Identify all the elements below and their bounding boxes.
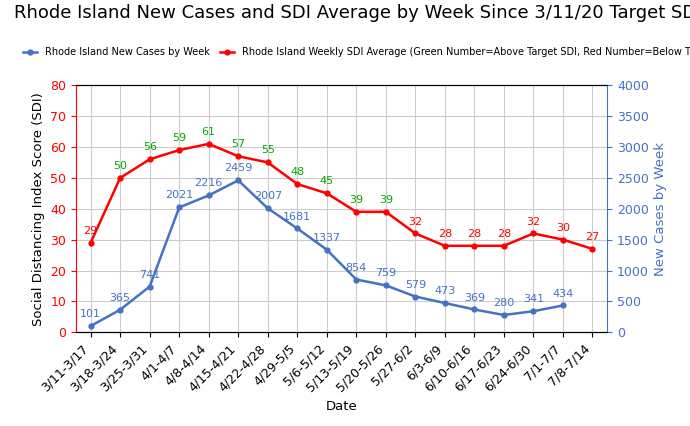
Text: 741: 741	[139, 270, 160, 279]
Text: 759: 759	[375, 268, 397, 279]
Text: 28: 28	[497, 229, 511, 239]
Text: 434: 434	[552, 288, 573, 299]
Rhode Island Weekly SDI Average (Green Number=Above Target SDI, Red Number=Below Target SDI)	[146, 157, 154, 162]
Text: 2021: 2021	[165, 190, 193, 201]
Text: 29: 29	[83, 226, 98, 236]
Rhode Island Weekly SDI Average (Green Number=Above Target SDI, Red Number=Below Target SDI)	[323, 191, 331, 196]
Rhode Island New Cases by Week	[116, 307, 124, 312]
Text: 48: 48	[290, 167, 304, 177]
Rhode Island New Cases by Week	[234, 178, 242, 183]
Rhode Island Weekly SDI Average (Green Number=Above Target SDI, Red Number=Below Target SDI)	[589, 246, 597, 251]
Text: 369: 369	[464, 293, 485, 302]
Rhode Island Weekly SDI Average (Green Number=Above Target SDI, Red Number=Below Target SDI)	[559, 237, 567, 242]
Rhode Island New Cases by Week	[411, 294, 420, 299]
Rhode Island Weekly SDI Average (Green Number=Above Target SDI, Red Number=Below Target SDI)	[441, 243, 449, 248]
Text: 59: 59	[172, 133, 186, 143]
Text: 1681: 1681	[283, 211, 311, 222]
Text: 45: 45	[319, 176, 334, 186]
Rhode Island Weekly SDI Average (Green Number=Above Target SDI, Red Number=Below Target SDI)	[264, 160, 272, 165]
Rhode Island New Cases by Week	[205, 193, 213, 198]
Rhode Island New Cases by Week	[264, 206, 272, 211]
Rhode Island New Cases by Week	[500, 312, 508, 317]
Text: 341: 341	[523, 294, 544, 304]
Y-axis label: New Cases by Week: New Cases by Week	[654, 142, 667, 276]
Text: 2459: 2459	[224, 164, 253, 173]
Rhode Island New Cases by Week	[382, 283, 390, 288]
Rhode Island New Cases by Week	[146, 284, 154, 289]
Text: 61: 61	[201, 127, 216, 137]
Rhode Island Weekly SDI Average (Green Number=Above Target SDI, Red Number=Below Target SDI)	[529, 231, 538, 236]
Text: 39: 39	[379, 195, 393, 205]
Rhode Island New Cases by Week	[175, 205, 184, 210]
Text: 57: 57	[231, 139, 246, 149]
Text: 39: 39	[349, 195, 364, 205]
Text: 28: 28	[467, 229, 482, 239]
Rhode Island Weekly SDI Average (Green Number=Above Target SDI, Red Number=Below Target SDI)	[293, 181, 302, 187]
Rhode Island Weekly SDI Average (Green Number=Above Target SDI, Red Number=Below Target SDI)	[234, 154, 242, 159]
Y-axis label: Social Distancing Index Score (SDI): Social Distancing Index Score (SDI)	[32, 92, 45, 325]
Rhode Island New Cases by Week	[559, 303, 567, 308]
Text: 1337: 1337	[313, 233, 341, 243]
Text: 32: 32	[526, 216, 540, 227]
Rhode Island Weekly SDI Average (Green Number=Above Target SDI, Red Number=Below Target SDI)	[205, 141, 213, 147]
Rhode Island New Cases by Week	[86, 323, 95, 328]
Text: 473: 473	[434, 286, 455, 296]
Rhode Island Weekly SDI Average (Green Number=Above Target SDI, Red Number=Below Target SDI)	[175, 147, 184, 153]
Text: 28: 28	[437, 229, 452, 239]
X-axis label: Date: Date	[326, 400, 357, 413]
Text: 27: 27	[585, 232, 600, 242]
Text: 101: 101	[80, 309, 101, 319]
Line: Rhode Island Weekly SDI Average (Green Number=Above Target SDI, Red Number=Below Target SDI): Rhode Island Weekly SDI Average (Green N…	[88, 141, 595, 251]
Line: Rhode Island New Cases by Week: Rhode Island New Cases by Week	[88, 178, 565, 328]
Rhode Island New Cases by Week	[323, 247, 331, 252]
Rhode Island Weekly SDI Average (Green Number=Above Target SDI, Red Number=Below Target SDI)	[352, 209, 360, 214]
Text: 32: 32	[408, 216, 422, 227]
Text: 30: 30	[556, 223, 570, 233]
Text: 2007: 2007	[254, 191, 282, 201]
Text: 50: 50	[113, 161, 127, 171]
Legend: Rhode Island New Cases by Week, Rhode Island Weekly SDI Average (Green Number=Ab: Rhode Island New Cases by Week, Rhode Is…	[19, 43, 690, 61]
Rhode Island Weekly SDI Average (Green Number=Above Target SDI, Red Number=Below Target SDI)	[471, 243, 479, 248]
Text: 2216: 2216	[195, 178, 223, 188]
Text: 56: 56	[143, 142, 157, 153]
Rhode Island Weekly SDI Average (Green Number=Above Target SDI, Red Number=Below Target SDI)	[86, 240, 95, 245]
Text: 854: 854	[346, 262, 367, 273]
Rhode Island New Cases by Week	[471, 307, 479, 312]
Rhode Island Weekly SDI Average (Green Number=Above Target SDI, Red Number=Below Target SDI)	[382, 209, 390, 214]
Rhode Island Weekly SDI Average (Green Number=Above Target SDI, Red Number=Below Target SDI)	[116, 175, 124, 180]
Rhode Island New Cases by Week	[441, 300, 449, 305]
Text: 55: 55	[261, 145, 275, 155]
Rhode Island Weekly SDI Average (Green Number=Above Target SDI, Red Number=Below Target SDI)	[500, 243, 508, 248]
Text: 280: 280	[493, 298, 515, 308]
Text: 579: 579	[405, 279, 426, 290]
Rhode Island Weekly SDI Average (Green Number=Above Target SDI, Red Number=Below Target SDI)	[411, 231, 420, 236]
Rhode Island New Cases by Week	[293, 226, 302, 231]
Rhode Island New Cases by Week	[352, 277, 360, 282]
Rhode Island New Cases by Week	[529, 309, 538, 314]
Text: Rhode Island New Cases and SDI Average by Week Since 3/11/20 Target SDI Guess: 3: Rhode Island New Cases and SDI Average b…	[14, 4, 690, 22]
Text: 365: 365	[110, 293, 130, 303]
